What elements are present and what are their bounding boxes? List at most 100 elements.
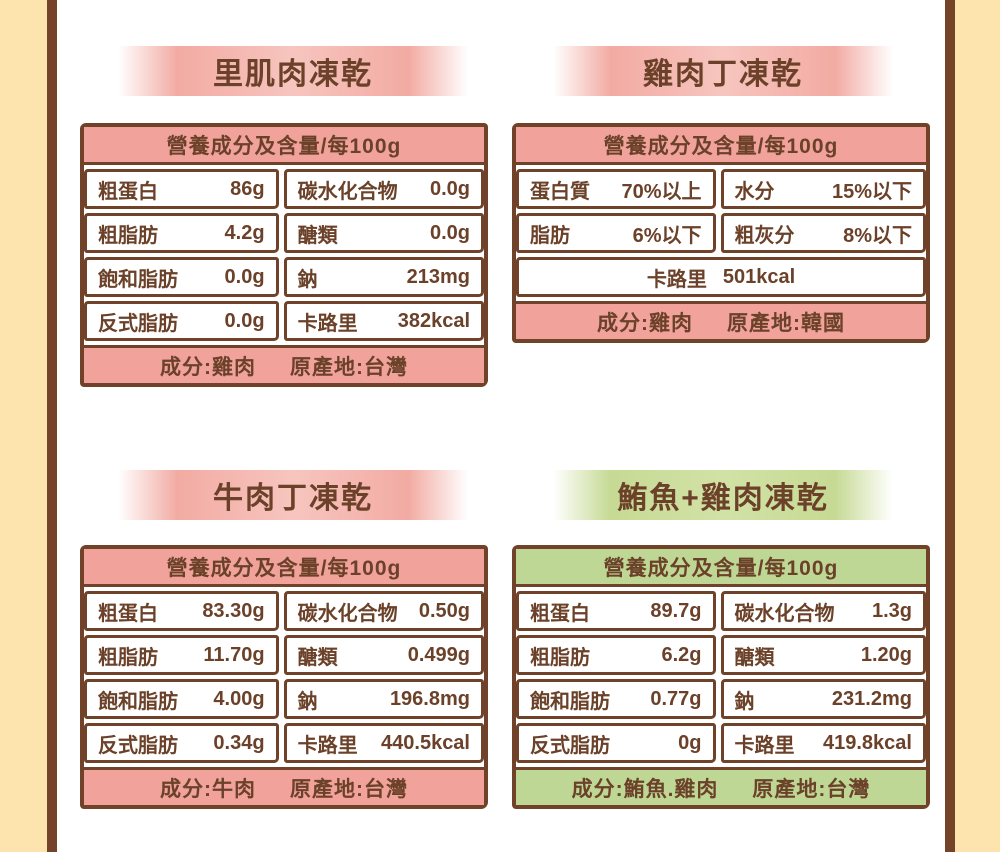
nutrient-value: 0.0g	[429, 221, 470, 244]
nutrient-value: 15%以下	[831, 180, 912, 203]
table-cell: 粗蛋白 86g	[84, 169, 279, 209]
table-cell: 粗脂肪 6.2g	[516, 635, 716, 675]
table-cell: 碳水化合物 1.3g	[720, 591, 926, 631]
table-cell: 卡路里 382kcal	[283, 301, 484, 341]
table-cell: 粗蛋白 83.30g	[84, 591, 279, 631]
table-row: 反式脂肪 0.34g 卡路里 440.5kcal	[84, 723, 484, 763]
nutrient-label: 醣類	[297, 224, 338, 247]
nutrient-value: 0g	[678, 731, 702, 754]
table-cell: 鈉 231.2mg	[720, 679, 926, 719]
table-row: 飽和脂肪 0.0g 鈉 213mg	[84, 257, 484, 297]
table-cell: 飽和脂肪 0.77g	[516, 679, 716, 719]
table-row: 粗脂肪 6.2g 醣類 1.20g	[516, 635, 926, 675]
product-title: 雞肉丁凍乾	[643, 58, 803, 91]
table-cell: 水分 15%以下	[720, 169, 926, 209]
nutrient-value: 440.5kcal	[381, 731, 470, 754]
nutrition-table: 營養成分及含量/每100g 粗蛋白 89.7g 碳水化合物 1.3g 粗脂肪 6…	[512, 545, 930, 809]
footer-ingredient: 成分:牛肉	[160, 777, 256, 801]
nutrient-label: 飽和脂肪	[98, 690, 178, 713]
left-brown-strip	[47, 0, 57, 852]
table-footer: 成分:牛肉 原產地:台灣	[84, 767, 484, 805]
table-cell: 鈉 213mg	[283, 257, 484, 297]
nutrient-label: 碳水化合物	[734, 602, 835, 625]
table-header-text: 營養成分及含量/每100g	[166, 556, 402, 580]
table-header: 營養成分及含量/每100g	[84, 549, 484, 587]
table-body: 粗蛋白 89.7g 碳水化合物 1.3g 粗脂肪 6.2g 醣類 1.20g	[516, 587, 926, 767]
nutrient-value: 6.2g	[661, 643, 702, 666]
footer-ingredient: 成分:雞肉	[160, 355, 256, 379]
nutrient-value: 0.77g	[650, 687, 702, 710]
table-cell: 卡路里 419.8kcal	[720, 723, 926, 763]
footer-origin: 原產地:台灣	[290, 777, 408, 801]
table-cell: 碳水化合物 0.0g	[283, 169, 484, 209]
table-cell: 反式脂肪 0.0g	[84, 301, 279, 341]
table-cell: 飽和脂肪 0.0g	[84, 257, 279, 297]
nutrient-label: 鈉	[297, 690, 318, 713]
nutrient-value: 382kcal	[397, 309, 470, 332]
product-title-banner: 里肌肉凍乾	[118, 46, 468, 96]
nutrient-value: 419.8kcal	[823, 731, 912, 754]
table-header-text: 營養成分及含量/每100g	[603, 134, 839, 158]
product-title-banner: 牛肉丁凍乾	[118, 470, 468, 520]
calorie-cell: 卡路里 501kcal	[516, 257, 926, 297]
nutrient-label: 粗脂肪	[530, 646, 590, 669]
table-footer: 成分:雞肉 原產地:韓國	[516, 301, 926, 339]
nutrient-label: 粗蛋白	[530, 602, 590, 625]
table-footer: 成分:鮪魚.雞肉 原產地:台灣	[516, 767, 926, 805]
table-header: 營養成分及含量/每100g	[516, 549, 926, 587]
table-header-text: 營養成分及含量/每100g	[603, 556, 839, 580]
table-row: 粗蛋白 89.7g 碳水化合物 1.3g	[516, 591, 926, 631]
nutrient-value: 0.499g	[407, 643, 470, 666]
nutrient-value: 4.00g	[213, 687, 265, 710]
nutrient-label: 粗脂肪	[98, 646, 158, 669]
product-title: 里肌肉凍乾	[213, 58, 373, 91]
footer-origin: 原產地:韓國	[727, 311, 845, 335]
nutrient-label: 鈉	[734, 690, 755, 713]
nutrient-label: 水分	[734, 180, 775, 203]
table-row: 飽和脂肪 4.00g 鈉 196.8mg	[84, 679, 484, 719]
product-title-banner: 鮪魚+雞肉凍乾	[553, 470, 893, 520]
nutrient-label: 碳水化合物	[297, 180, 398, 203]
nutrient-label: 醣類	[297, 646, 338, 669]
nutrient-label: 卡路里	[297, 734, 358, 757]
table-cell: 粗脂肪 4.2g	[84, 213, 279, 253]
nutrient-label: 粗蛋白	[98, 602, 158, 625]
table-row: 蛋白質 70%以上 水分 15%以下	[516, 169, 926, 209]
nutrient-label: 反式脂肪	[530, 734, 610, 757]
left-cream-strip	[0, 0, 47, 852]
nutrient-label: 反式脂肪	[98, 312, 178, 335]
footer-ingredient: 成分:鮪魚.雞肉	[571, 777, 719, 801]
table-cell: 粗蛋白 89.7g	[516, 591, 716, 631]
nutrient-value: 86g	[230, 177, 265, 200]
table-cell: 脂肪 6%以下	[516, 213, 716, 253]
table-row: 粗蛋白 86g 碳水化合物 0.0g	[84, 169, 484, 209]
right-cream-strip	[955, 0, 1000, 852]
table-body: 蛋白質 70%以上 水分 15%以下 脂肪 6%以下 粗灰分 8%以下	[516, 165, 926, 301]
nutrient-value: 196.8mg	[389, 687, 470, 710]
nutrient-value: 11.70g	[203, 643, 265, 666]
table-header-text: 營養成分及含量/每100g	[166, 134, 402, 158]
table-row: 飽和脂肪 0.77g 鈉 231.2mg	[516, 679, 926, 719]
nutrient-value: 6%以下	[632, 224, 702, 247]
table-row: 反式脂肪 0g 卡路里 419.8kcal	[516, 723, 926, 763]
nutrient-value: 1.3g	[871, 599, 912, 622]
nutrient-value: 1.20g	[860, 643, 912, 666]
right-brown-strip	[945, 0, 955, 852]
table-header: 營養成分及含量/每100g	[84, 127, 484, 165]
nutrient-value: 8%以下	[843, 224, 912, 247]
table-cell: 蛋白質 70%以上	[516, 169, 716, 209]
nutrient-label: 鈉	[297, 268, 318, 291]
table-row: 卡路里 501kcal	[516, 257, 926, 297]
table-header: 營養成分及含量/每100g	[516, 127, 926, 165]
nutrition-table: 營養成分及含量/每100g 粗蛋白 83.30g 碳水化合物 0.50g 粗脂肪…	[80, 545, 488, 809]
table-row: 脂肪 6%以下 粗灰分 8%以下	[516, 213, 926, 253]
nutrient-label: 飽和脂肪	[98, 268, 178, 291]
nutrition-table: 營養成分及含量/每100g 蛋白質 70%以上 水分 15%以下 脂肪 6%以下	[512, 123, 930, 343]
nutrient-value: 501kcal	[722, 265, 796, 288]
nutrient-value: 0.34g	[213, 731, 265, 754]
table-cell: 反式脂肪 0.34g	[84, 723, 279, 763]
table-row: 反式脂肪 0.0g 卡路里 382kcal	[84, 301, 484, 341]
footer-ingredient: 成分:雞肉	[597, 311, 693, 335]
table-cell: 飽和脂肪 4.00g	[84, 679, 279, 719]
nutrient-label: 脂肪	[530, 224, 570, 247]
